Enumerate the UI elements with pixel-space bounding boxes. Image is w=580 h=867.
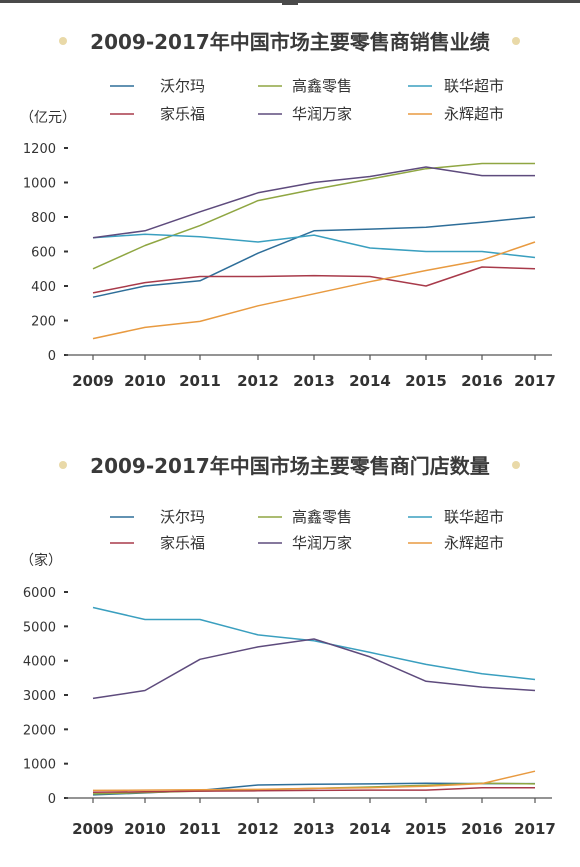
chart-title: 2009-2017年中国市场主要零售商门店数量 xyxy=(90,454,490,478)
x-tick-label: 2017 xyxy=(514,372,556,390)
series-line xyxy=(92,266,536,294)
x-tick-label: 2011 xyxy=(179,372,221,390)
y-tick-label: 5000 xyxy=(23,620,56,635)
legend-label: 高鑫零售 xyxy=(292,508,352,526)
y-tick-label: 1200 xyxy=(23,142,56,157)
legend-label: 高鑫零售 xyxy=(292,77,352,95)
title-dot-right xyxy=(512,37,520,45)
series-line xyxy=(92,233,536,259)
y-tick-label: 800 xyxy=(31,211,56,226)
legend-label: 家乐福 xyxy=(160,105,205,123)
x-tick-label: 2010 xyxy=(124,372,166,390)
x-tick-label: 2014 xyxy=(349,820,391,838)
x-tick-label: 2016 xyxy=(461,372,503,390)
x-tick-label: 2010 xyxy=(124,820,166,838)
series-line xyxy=(92,606,536,681)
legend-label: 联华超市 xyxy=(444,508,504,526)
y-tick-label: 400 xyxy=(31,280,56,295)
legend-label: 永辉超市 xyxy=(444,534,504,552)
title-dot-right xyxy=(512,461,520,469)
legend-label: 家乐福 xyxy=(160,534,205,552)
y-axis-unit: （家） xyxy=(20,552,62,569)
y-tick-label: 6000 xyxy=(23,586,56,601)
x-tick-label: 2011 xyxy=(179,820,221,838)
y-axis-unit: （亿元） xyxy=(20,110,76,126)
x-tick-label: 2013 xyxy=(293,820,335,838)
y-tick-label: 1000 xyxy=(23,758,56,773)
y-tick-label: 0 xyxy=(48,792,56,807)
x-tick-label: 2009 xyxy=(72,372,114,390)
series-line xyxy=(92,166,535,239)
series-line xyxy=(92,241,536,340)
chart-title: 2009-2017年中国市场主要零售商销售业绩 xyxy=(90,30,490,54)
y-tick-label: 3000 xyxy=(23,689,56,704)
series-line xyxy=(92,638,536,700)
legend-label: 永辉超市 xyxy=(444,105,504,123)
top-border-tab xyxy=(282,0,298,5)
legend-label: 联华超市 xyxy=(444,77,504,95)
y-tick-label: 2000 xyxy=(23,723,56,738)
y-tick-label: 1000 xyxy=(23,177,56,192)
series-line xyxy=(92,786,535,793)
y-tick-label: 600 xyxy=(31,246,56,261)
series-line xyxy=(92,162,535,270)
x-tick-label: 2017 xyxy=(514,820,556,838)
legend-label: 沃尔玛 xyxy=(160,508,205,526)
x-tick-label: 2015 xyxy=(405,372,447,390)
x-tick-label: 2015 xyxy=(405,820,447,838)
title-dot-left xyxy=(59,461,67,469)
x-tick-label: 2012 xyxy=(237,820,279,838)
x-tick-label: 2016 xyxy=(461,820,503,838)
x-tick-label: 2009 xyxy=(72,820,114,838)
legend-label: 华润万家 xyxy=(292,534,352,552)
y-tick-label: 200 xyxy=(31,315,56,330)
legend-label: 沃尔玛 xyxy=(160,77,205,95)
series-line xyxy=(92,770,536,792)
top-border xyxy=(0,0,580,5)
y-tick-label: 0 xyxy=(48,349,56,364)
series-line xyxy=(92,216,536,298)
title-dot-left xyxy=(59,37,67,45)
x-tick-label: 2013 xyxy=(293,372,335,390)
y-tick-label: 4000 xyxy=(23,655,56,670)
legend-label: 华润万家 xyxy=(292,105,352,123)
x-tick-label: 2012 xyxy=(237,372,279,390)
x-tick-label: 2014 xyxy=(349,372,391,390)
